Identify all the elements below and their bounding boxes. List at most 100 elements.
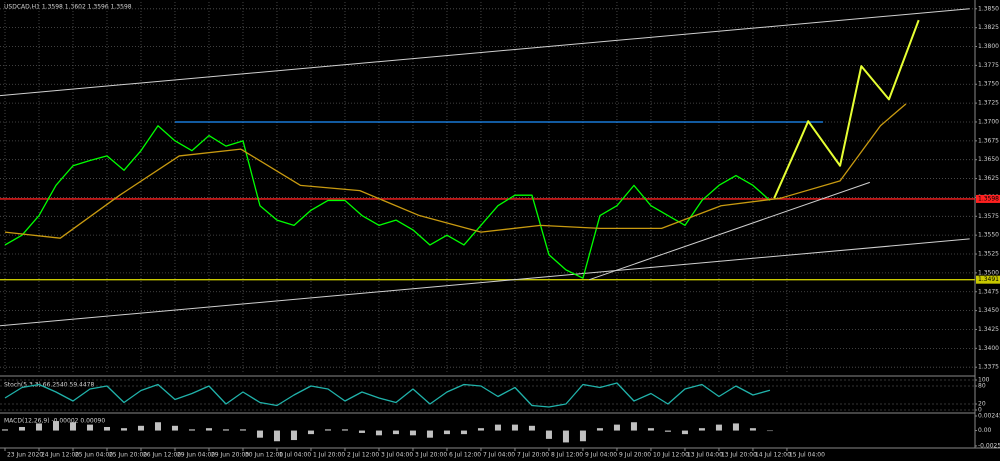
panel-title: Stoch(5,3,3) 66.2540 59.4478 — [4, 382, 95, 389]
histogram-bar — [511, 424, 518, 431]
histogram-bar — [154, 422, 161, 431]
y-tick-label: 1.3400 — [978, 345, 999, 352]
x-tick-label: 9 Jul 04:00 — [585, 452, 617, 459]
histogram-bar — [596, 428, 603, 431]
histogram-bar — [392, 430, 399, 435]
trend-line — [589, 181, 870, 281]
histogram-bar — [239, 429, 246, 431]
histogram-bar — [664, 430, 671, 432]
histogram-bar — [35, 423, 42, 431]
price-line — [773, 19, 920, 199]
y-tick-label: 1.3625 — [978, 175, 999, 182]
x-tick-label: 3 Jul 04:00 — [381, 452, 413, 459]
histogram-bar — [613, 424, 620, 431]
price-line — [4, 103, 907, 239]
histogram-bar — [69, 422, 76, 431]
y-tick-label: 80 — [978, 383, 986, 390]
x-tick-label: 29 Jun 20:00 — [211, 452, 249, 459]
histogram-bar — [528, 425, 535, 431]
histogram-bar — [290, 430, 297, 441]
histogram-bar — [52, 421, 59, 431]
histogram-bar — [222, 429, 229, 431]
x-tick-label: 3 Jul 20:00 — [415, 452, 447, 459]
y-tick-label: 1.3750 — [978, 81, 999, 88]
x-tick-label: 10 Jul 12:00 — [653, 452, 689, 459]
histogram-bar — [443, 430, 450, 435]
histogram-bar — [766, 430, 773, 432]
price-label-box — [976, 194, 1000, 203]
x-tick-label: 23 Jun 2020 — [7, 452, 43, 459]
x-tick-label: 30 Jun 12:00 — [245, 452, 283, 459]
x-tick-label: 26 Jun 12:00 — [143, 452, 181, 459]
histogram-bar — [18, 426, 25, 431]
x-tick-label: 6 Jul 12:00 — [449, 452, 481, 459]
y-tick-label: 0.00 — [978, 427, 992, 434]
panel-title: USDCAD,H1 1.3598 1.3602 1.3596 1.3598 — [4, 4, 132, 11]
x-tick-label: 13 Jul 20:00 — [721, 452, 757, 459]
histogram-bar — [120, 428, 127, 431]
histogram-bar — [188, 429, 195, 431]
histogram-bar — [358, 430, 365, 433]
histogram-bar — [205, 428, 212, 431]
histogram-bar — [324, 429, 331, 431]
x-tick-label: 14 Jul 12:00 — [755, 452, 791, 459]
y-tick-label: 1.3550 — [978, 232, 999, 239]
x-tick-label: 25 Jun 04:00 — [75, 452, 113, 459]
y-tick-label: 1.3650 — [978, 156, 999, 163]
y-tick-label: 100 — [978, 377, 990, 384]
histogram-bar — [273, 430, 280, 442]
trend-line — [0, 238, 970, 327]
x-tick-label: 8 Jul 12:00 — [551, 452, 583, 459]
histogram-bar — [137, 425, 144, 431]
histogram-bar — [86, 424, 93, 431]
histogram-bar — [732, 423, 739, 431]
histogram-bar — [579, 430, 586, 442]
x-tick-label: 13 Jul 04:00 — [687, 452, 723, 459]
histogram-bar — [409, 430, 416, 436]
histogram-bar — [630, 422, 637, 431]
y-tick-label: 20 — [978, 401, 986, 408]
price-label: 1.3491 — [978, 276, 999, 283]
y-tick-label: 1.3725 — [978, 100, 999, 107]
x-tick-label: 2 Jul 12:00 — [347, 452, 379, 459]
trend-line — [0, 8, 970, 97]
y-tick-label: 1.3450 — [978, 307, 999, 314]
histogram-bar — [698, 428, 705, 431]
y-tick-label: 1.3425 — [978, 326, 999, 333]
histogram-bar — [494, 424, 501, 431]
y-tick-label: 1.3800 — [978, 43, 999, 50]
x-tick-label: 24 Jun 12:00 — [41, 452, 79, 459]
y-tick-label: 0.00245 — [978, 413, 1000, 420]
histogram-bar — [749, 428, 756, 431]
y-tick-label: 1.3775 — [978, 62, 999, 69]
histogram-bar — [256, 430, 263, 438]
histogram-bar — [681, 430, 688, 435]
histogram-bar — [341, 429, 348, 431]
y-tick-label: 1.3475 — [978, 288, 999, 295]
histogram-bar — [171, 425, 178, 431]
x-tick-label: 25 Jun 20:00 — [109, 452, 147, 459]
y-tick-label: 1.3575 — [978, 213, 999, 220]
y-tick-label: -0.00259 — [978, 442, 1000, 449]
x-tick-label: 1 Jul 20:00 — [313, 452, 345, 459]
histogram-bar — [460, 430, 467, 435]
y-tick-label: 1.3375 — [978, 364, 999, 371]
price-label-box — [976, 275, 1000, 284]
x-tick-label: 7 Jul 04:00 — [483, 452, 515, 459]
x-tick-label: 7 Jul 20:00 — [517, 452, 549, 459]
histogram-bar — [715, 424, 722, 431]
histogram-bar — [426, 430, 433, 438]
x-tick-label: 29 Jun 04:00 — [177, 452, 215, 459]
histogram-bar — [477, 428, 484, 431]
y-tick-label: 1.3700 — [978, 118, 999, 125]
histogram-bar — [1, 429, 8, 431]
y-tick-label: 1.3500 — [978, 269, 999, 276]
panel-title: MACD(12,26,9) -0.00002 0.00090 — [4, 418, 105, 425]
y-tick-label: 1.3850 — [978, 5, 999, 12]
y-tick-label: 1.3675 — [978, 137, 999, 144]
histogram-bar — [562, 430, 569, 443]
histogram-bar — [103, 426, 110, 431]
x-tick-label: 9 Jul 20:00 — [619, 452, 651, 459]
x-tick-label: 15 Jul 04:00 — [789, 452, 825, 459]
